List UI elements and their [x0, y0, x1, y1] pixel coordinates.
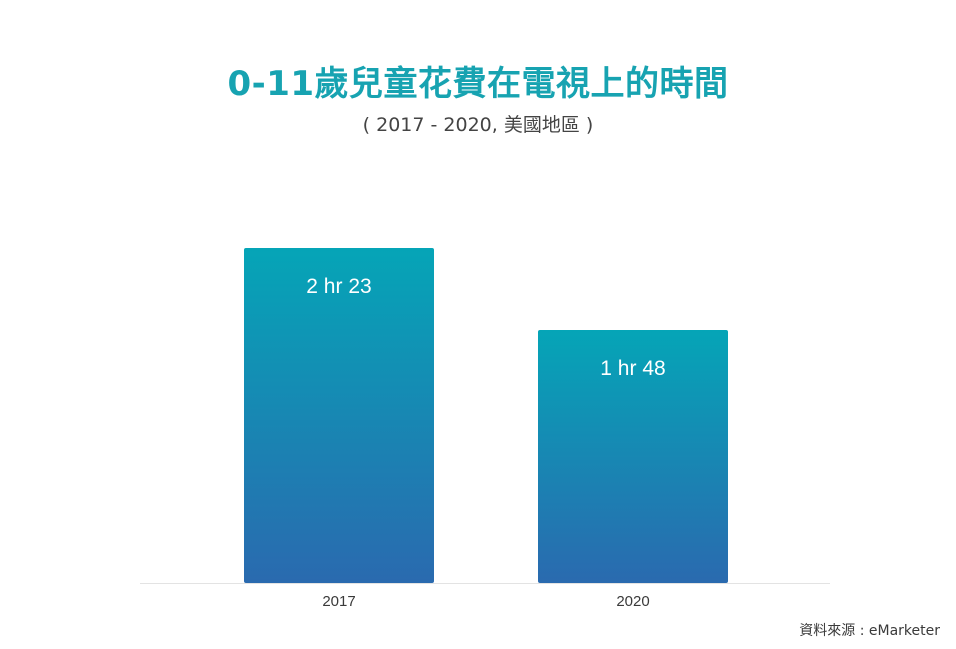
- bar-2017: [244, 247, 434, 583]
- bar-2020: [538, 329, 728, 583]
- bar-value-label: 2 hr 23: [306, 275, 371, 298]
- x-tick-label: 2020: [616, 593, 649, 610]
- chart-title: 0-11歲兒童花費在電視上的時間: [227, 64, 729, 104]
- source-note: 資料來源 : eMarketer: [799, 623, 940, 639]
- bar-value-label: 1 hr 48: [600, 357, 665, 380]
- chart-subtitle: ( 2017 - 2020, 美國地區 ): [362, 114, 594, 136]
- x-tick-label: 2017: [322, 593, 355, 610]
